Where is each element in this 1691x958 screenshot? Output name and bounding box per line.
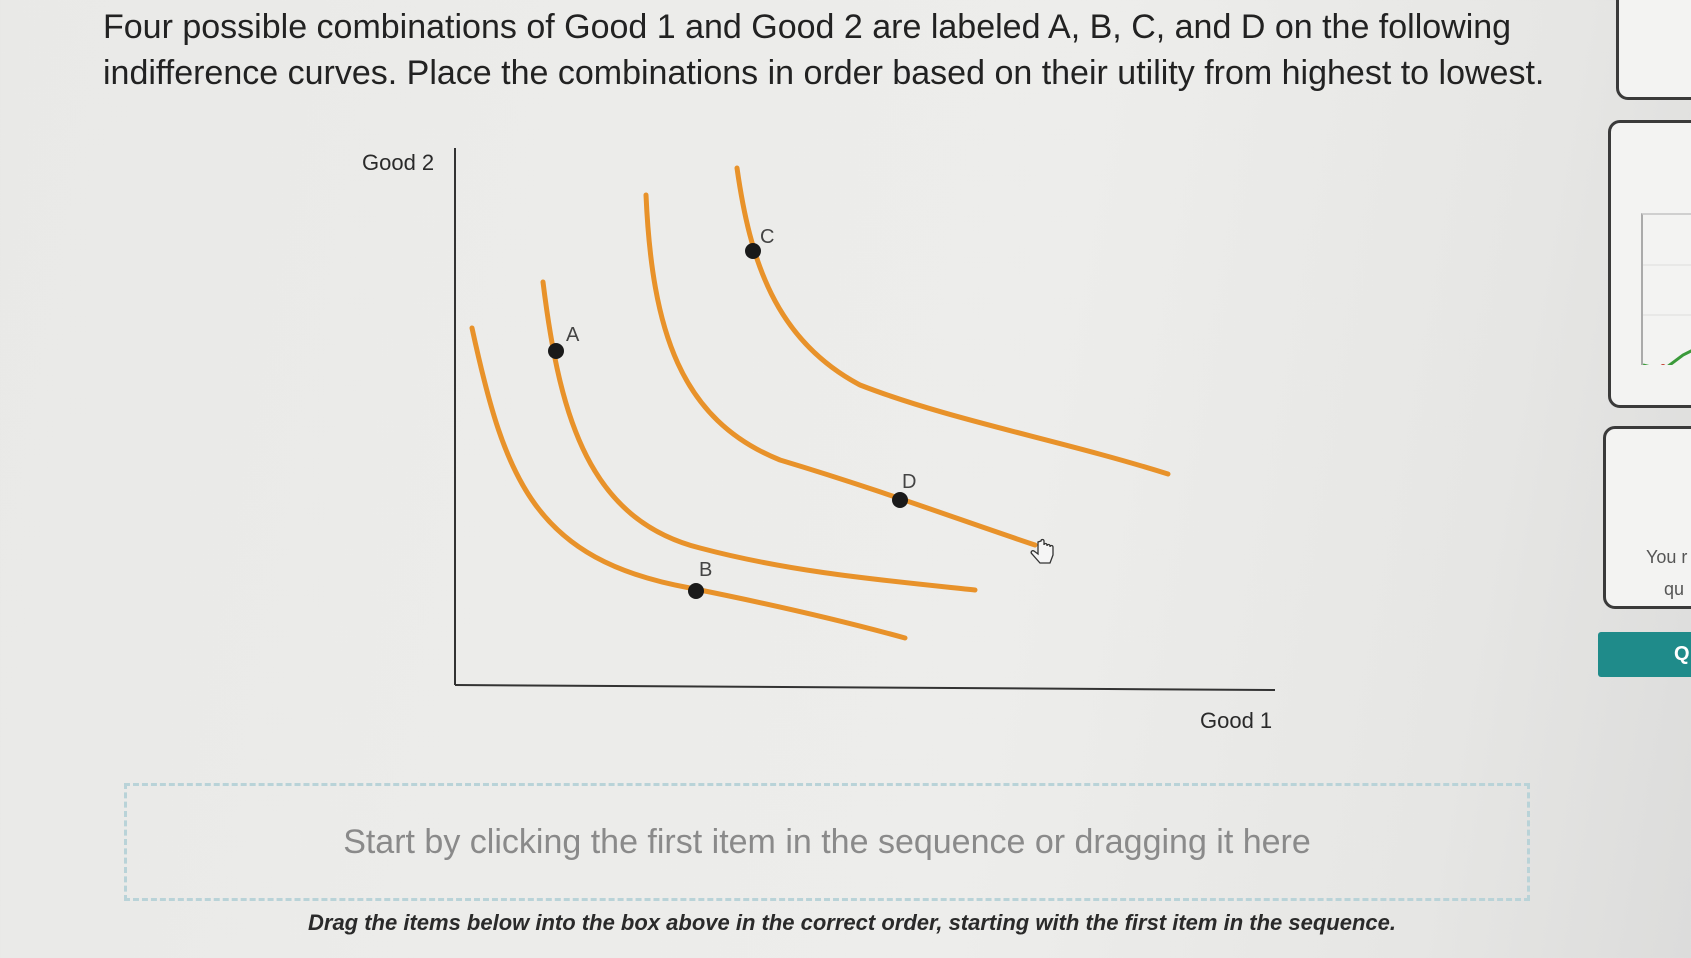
mini-chart-thumbnail <box>1641 213 1691 372</box>
point-c-label: C <box>760 226 774 248</box>
point-a-label: A <box>566 324 580 346</box>
question-area: Four possible combinations of Good 1 and… <box>103 4 1583 935</box>
indifference-curve-1 <box>469 325 908 641</box>
side-card-graph[interactable] <box>1608 120 1691 408</box>
side-action-button-label: Q <box>1674 643 1690 665</box>
x-axis <box>454 684 1276 691</box>
point-b <box>688 583 704 599</box>
point-d <box>892 492 908 508</box>
drop-zone-placeholder: Start by clicking the first item in the … <box>343 822 1311 861</box>
drag-instruction: Drag the items below into the box above … <box>308 910 1396 935</box>
point-d-label: D <box>902 471 916 493</box>
point-a <box>548 343 564 359</box>
side-card-text-line-1: You r <box>1646 547 1688 567</box>
point-b-label: B <box>699 559 712 581</box>
indifference-curve-4 <box>734 165 1171 477</box>
point-c <box>745 243 761 259</box>
indifference-curve-2 <box>540 279 978 593</box>
sequence-drop-zone[interactable]: Start by clicking the first item in the … <box>124 783 1530 901</box>
side-card-text-line-2: qu <box>1664 579 1685 599</box>
indifference-curve-3 <box>643 192 1038 548</box>
x-axis-label: Good 1 <box>1200 708 1272 733</box>
side-card-top[interactable] <box>1616 0 1691 100</box>
indifference-curve-graph: Good 2 Good 1 A B C D <box>362 148 1276 733</box>
mini-chart-icon <box>1642 264 1691 372</box>
question-line-1: Four possible combinations of Good 1 and… <box>103 8 1512 46</box>
y-axis-label: Good 2 <box>362 150 434 175</box>
question-text: Four possible combinations of Good 1 and… <box>103 4 1583 96</box>
side-card-info: You r qu <box>1603 426 1691 609</box>
side-action-button[interactable]: Q <box>1598 632 1691 677</box>
question-line-2: indifference curves. Place the combinati… <box>103 54 1545 92</box>
hand-cursor-icon <box>1030 538 1054 564</box>
